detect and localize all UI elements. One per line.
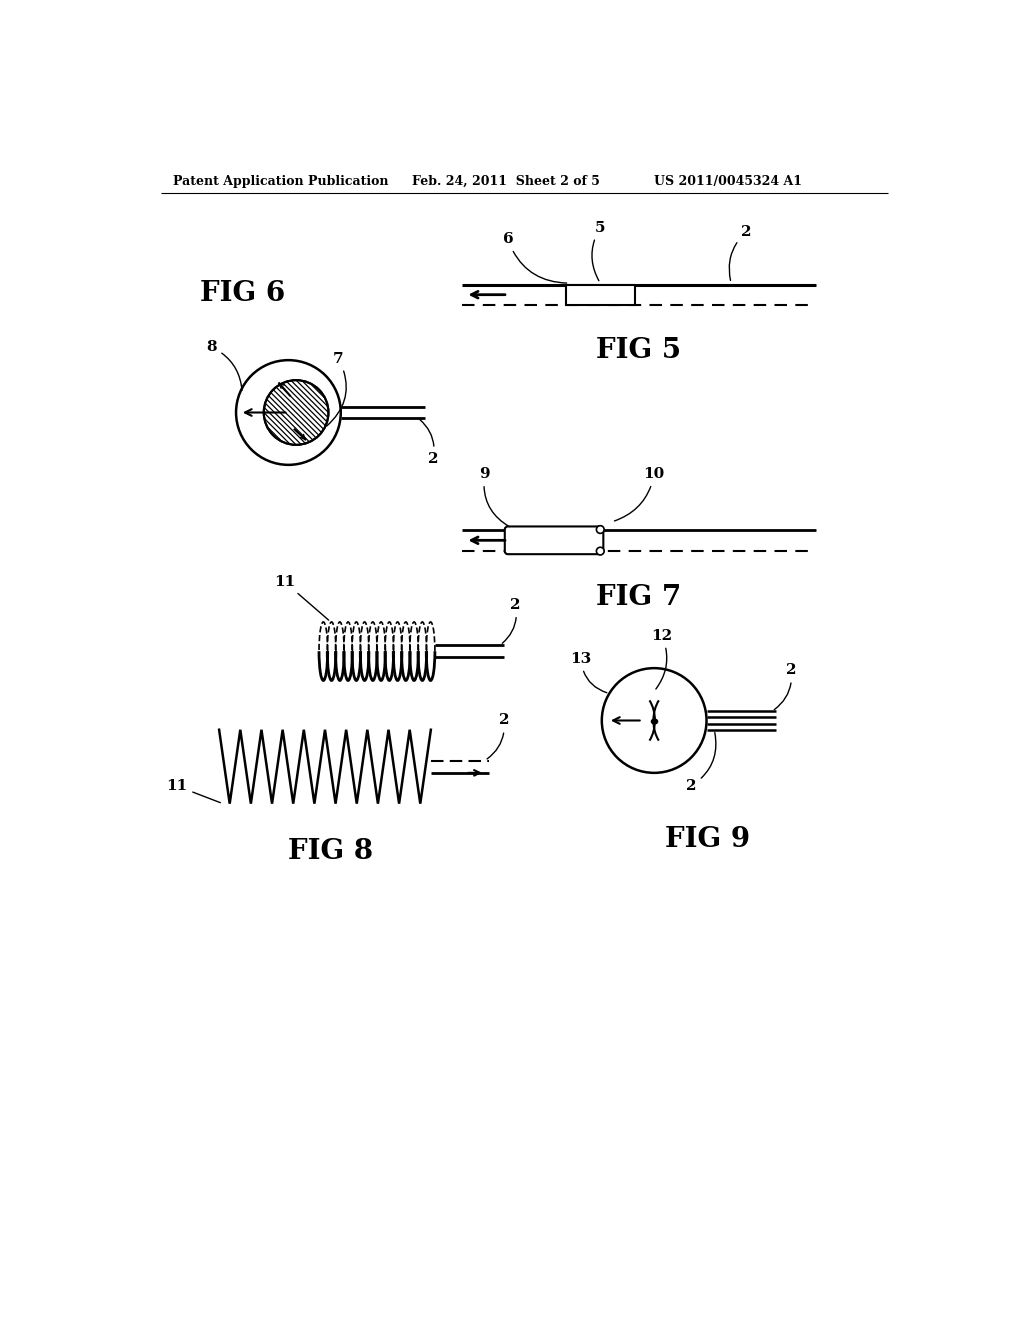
Text: 7: 7: [327, 351, 346, 426]
Text: 5: 5: [592, 220, 605, 281]
Text: 2: 2: [729, 224, 752, 280]
Text: FIG 8: FIG 8: [288, 838, 374, 865]
Circle shape: [237, 360, 341, 465]
Text: 6: 6: [503, 232, 566, 282]
Text: 2: 2: [487, 714, 509, 759]
Circle shape: [596, 548, 604, 554]
Text: US 2011/0045324 A1: US 2011/0045324 A1: [654, 176, 802, 187]
Text: FIG 5: FIG 5: [596, 338, 681, 364]
Text: 8: 8: [206, 341, 242, 391]
Text: FIG 6: FIG 6: [200, 280, 285, 306]
Text: 13: 13: [570, 652, 607, 693]
FancyBboxPatch shape: [505, 527, 603, 554]
Text: FIG 9: FIG 9: [666, 826, 751, 853]
Text: 2: 2: [503, 598, 521, 643]
Text: 11: 11: [274, 576, 329, 620]
Text: 2: 2: [420, 420, 438, 466]
Circle shape: [264, 380, 329, 445]
Text: 9: 9: [479, 467, 509, 527]
Text: FIG 7: FIG 7: [596, 583, 681, 611]
Text: 2: 2: [686, 733, 716, 793]
Circle shape: [602, 668, 707, 774]
Circle shape: [596, 525, 604, 533]
Text: Patent Application Publication: Patent Application Publication: [173, 176, 388, 187]
Text: 10: 10: [614, 467, 665, 521]
Text: 11: 11: [166, 779, 220, 803]
Text: 2: 2: [774, 664, 797, 710]
Text: 12: 12: [651, 628, 673, 689]
Bar: [565, 285, 635, 305]
Text: Feb. 24, 2011  Sheet 2 of 5: Feb. 24, 2011 Sheet 2 of 5: [412, 176, 599, 187]
